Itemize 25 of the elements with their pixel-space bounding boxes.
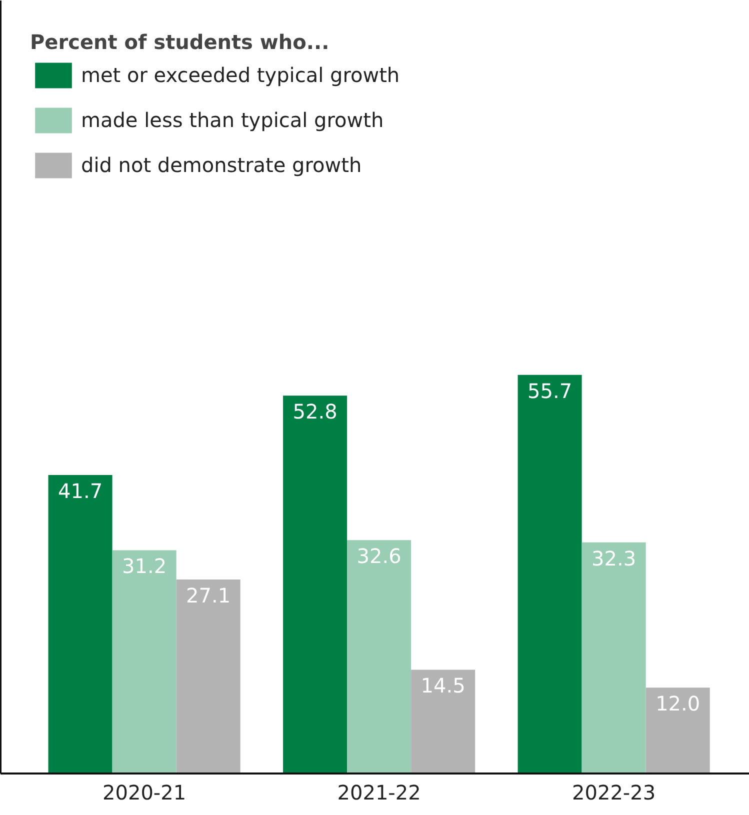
data-label: 31.2 <box>122 554 167 578</box>
bar <box>48 475 112 774</box>
bar <box>347 540 412 774</box>
bar <box>411 670 476 774</box>
x-tick-label: 2020-21 <box>102 780 186 804</box>
bar <box>176 580 240 774</box>
data-label: 55.7 <box>528 378 572 403</box>
bar <box>112 550 176 774</box>
bar <box>646 688 710 774</box>
data-label: 27.1 <box>186 584 231 608</box>
x-tick-label: 2022-23 <box>572 780 656 804</box>
data-label: 32.6 <box>356 544 402 568</box>
data-label: 14.5 <box>420 674 466 698</box>
bar <box>582 542 646 774</box>
bar <box>518 374 582 774</box>
legend-label: made less than typical growth <box>81 107 384 134</box>
legend-label: did not demonstrate growth <box>81 152 362 179</box>
data-label: 52.8 <box>292 400 338 424</box>
bar <box>283 396 348 774</box>
x-tick-label: 2021-22 <box>337 780 421 804</box>
data-label: 12.0 <box>656 692 700 716</box>
legend-label: met or exceeded typical growth <box>81 62 400 89</box>
legend-title: Percent of students who... <box>30 30 330 54</box>
data-label: 32.3 <box>592 546 636 570</box>
data-label: 41.7 <box>58 479 103 504</box>
